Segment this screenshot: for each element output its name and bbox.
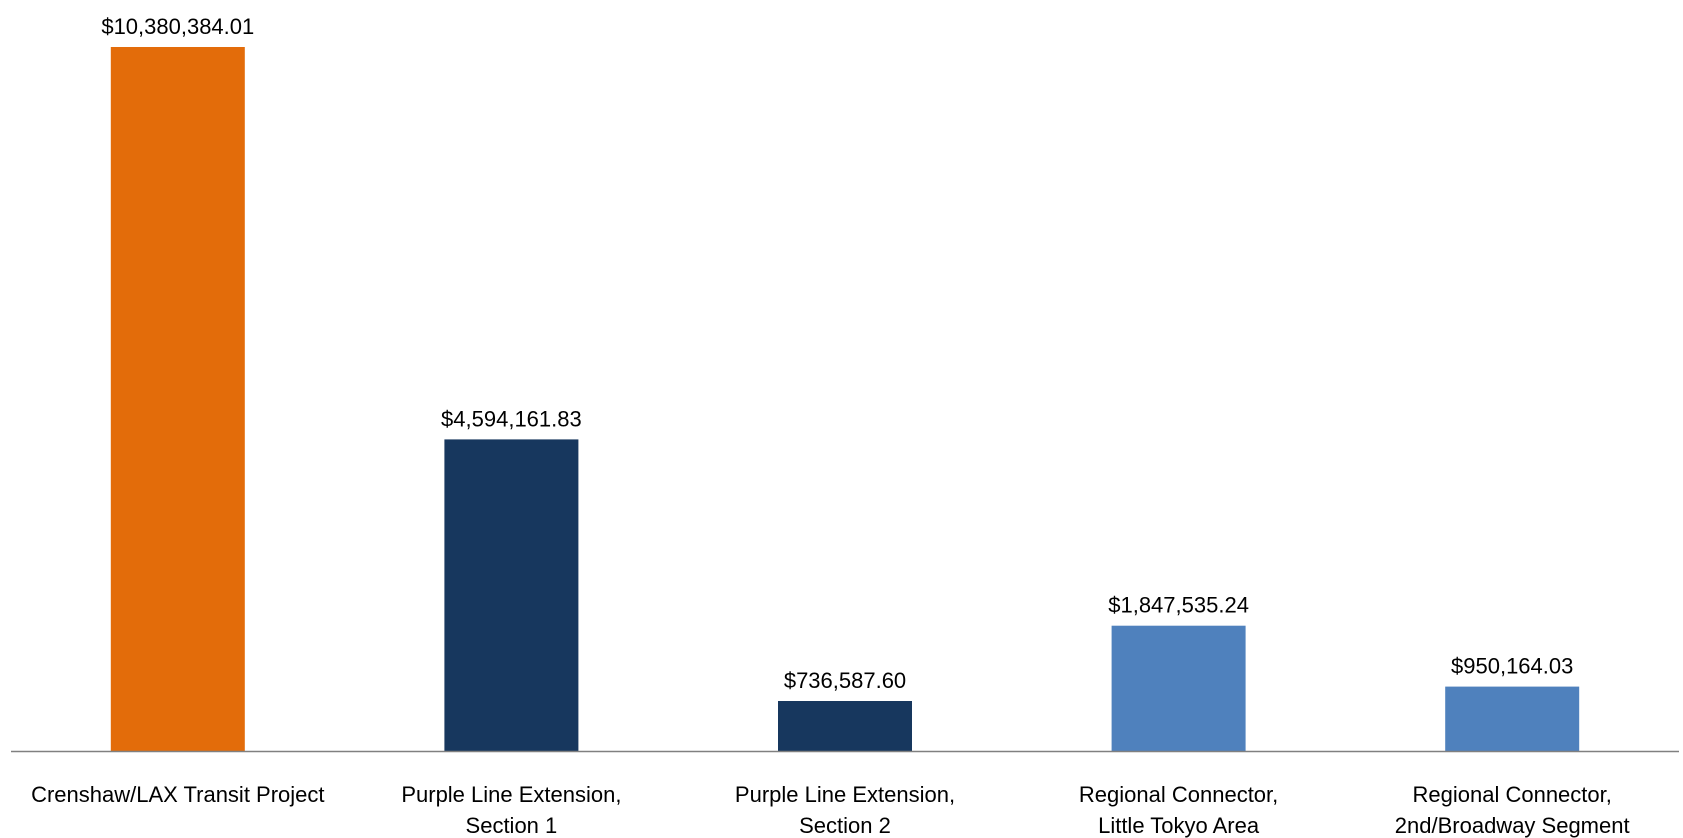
bar-purple-line-extension-section-1 — [444, 439, 579, 751]
bar-regional-connector-2nd-broadway-segment — [1445, 686, 1580, 751]
category-label-line: Regional Connector, — [1413, 782, 1612, 807]
category-label-purple-line-extension-section-1: Purple Line Extension, Section 1 — [401, 782, 621, 838]
category-labels-layer: Crenshaw/LAX Transit Project Purple Line … — [31, 782, 1630, 838]
value-label-regional-connector-little-tokyo-area: $1,847,535.24 — [1108, 593, 1249, 618]
bar-regional-connector-little-tokyo-area — [1111, 625, 1246, 751]
category-label-crenshaw-lax-transit-project: Crenshaw/LAX Transit Project — [31, 782, 324, 807]
category-label-line: Section 1 — [466, 813, 558, 838]
category-label-line: Crenshaw/LAX Transit Project — [31, 782, 324, 807]
category-label-purple-line-extension-section-2: Purple Line Extension, Section 2 — [735, 782, 955, 838]
value-label-crenshaw-lax-transit-project: $10,380,384.01 — [101, 14, 254, 39]
category-label-regional-connector-2nd-broadway-segment: Regional Connector, 2nd/Broadway Segment — [1395, 782, 1630, 838]
value-label-purple-line-extension-section-2: $736,587.60 — [784, 668, 906, 693]
bar-purple-line-extension-section-2 — [778, 701, 912, 751]
value-label-regional-connector-2nd-broadway-segment: $950,164.03 — [1451, 654, 1573, 679]
category-label-regional-connector-little-tokyo-area: Regional Connector, Little Tokyo Area — [1079, 782, 1278, 838]
category-label-line: Regional Connector, — [1079, 782, 1278, 807]
bar-crenshaw-lax-transit-project — [110, 47, 245, 751]
category-label-line: Purple Line Extension, — [401, 782, 621, 807]
bars-layer — [110, 47, 1580, 751]
category-label-line: Little Tokyo Area — [1098, 813, 1260, 838]
category-label-line: Purple Line Extension, — [735, 782, 955, 807]
value-labels-layer: $10,380,384.01 $4,594,161.83 $736,587.60 $1… — [101, 14, 1573, 693]
category-label-line: 2nd/Broadway Segment — [1395, 813, 1630, 838]
category-label-line: Section 2 — [799, 813, 891, 838]
value-label-purple-line-extension-section-1: $4,594,161.83 — [441, 406, 582, 431]
